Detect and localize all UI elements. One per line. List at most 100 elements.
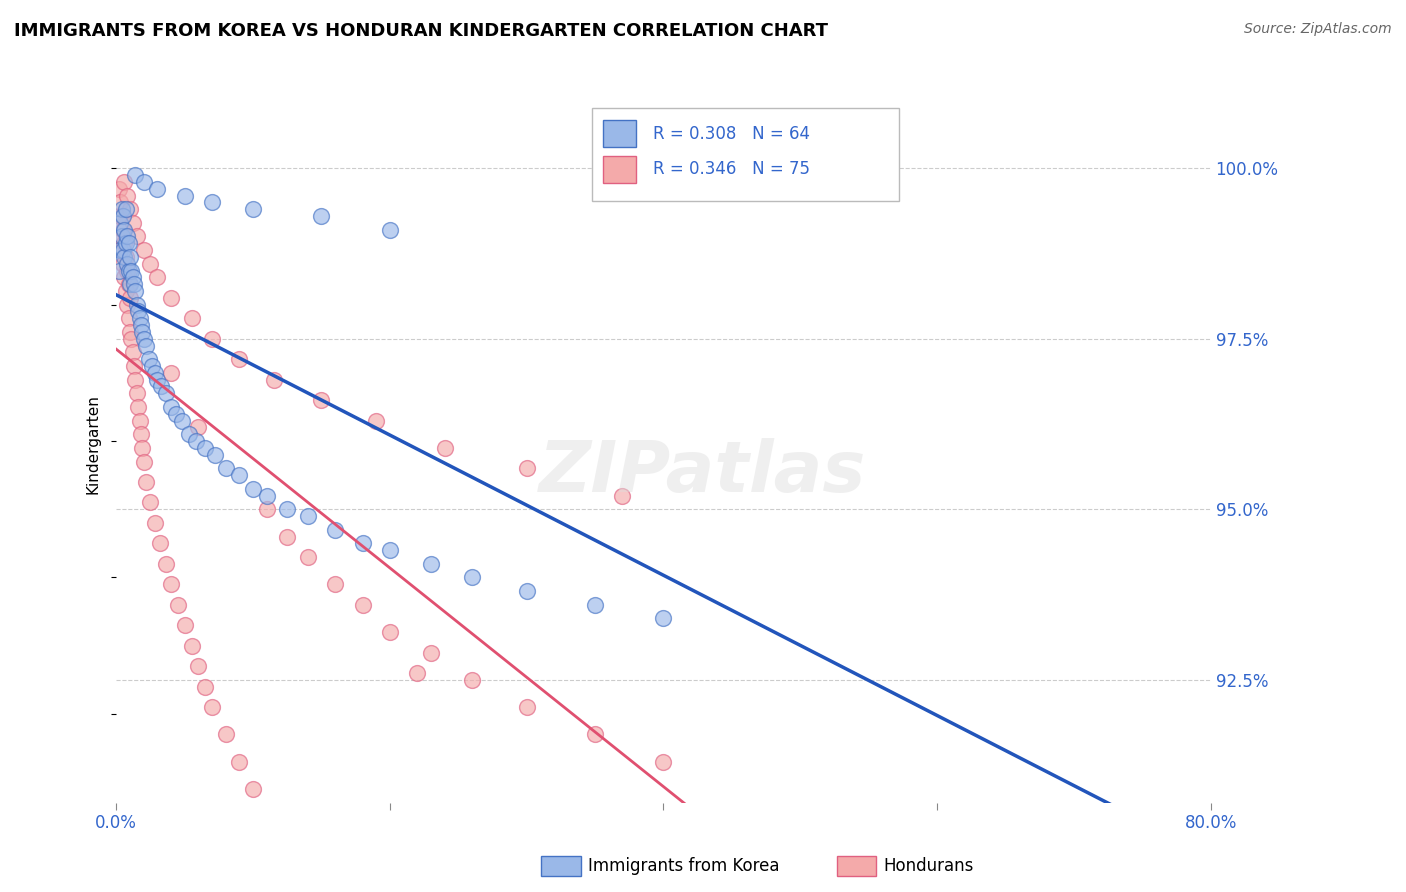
Text: Hondurans: Hondurans (883, 857, 973, 875)
Point (297, 549, 319, 564)
Point (721, 168, 744, 182)
Point (461, 673, 484, 687)
Point (115, 298, 138, 312)
Point (120, 332, 142, 346)
Point (297, 509, 319, 524)
Point (115, 202, 138, 216)
Point (228, 352, 250, 367)
Point (228, 755, 250, 769)
Point (115, 257, 138, 271)
Point (146, 270, 169, 285)
Point (194, 441, 217, 455)
Point (378, 222, 401, 236)
Point (378, 625, 401, 640)
Point (112, 243, 135, 257)
Point (125, 298, 148, 312)
Point (114, 236, 136, 251)
Point (114, 270, 136, 285)
Y-axis label: Kindergarten: Kindergarten (86, 394, 100, 494)
Point (263, 373, 285, 387)
Point (135, 475, 157, 489)
Point (132, 175, 155, 189)
Point (242, 781, 264, 796)
Point (150, 379, 173, 393)
Point (120, 263, 142, 277)
Point (117, 263, 139, 277)
Point (129, 318, 152, 332)
Point (114, 175, 136, 189)
Point (149, 536, 172, 550)
Point (166, 407, 188, 421)
Point (173, 618, 195, 632)
Point (204, 448, 226, 462)
Point (155, 557, 177, 571)
Text: Source: ZipAtlas.com: Source: ZipAtlas.com (1244, 22, 1392, 37)
Point (132, 332, 155, 346)
Point (108, 182, 131, 196)
Point (583, 598, 606, 612)
Bar (603, 156, 636, 183)
Point (111, 202, 134, 216)
Point (201, 332, 224, 346)
Point (124, 373, 146, 387)
Point (115, 188, 138, 202)
Point (173, 188, 195, 202)
Point (122, 359, 145, 373)
Point (366, 414, 388, 428)
FancyBboxPatch shape (592, 108, 898, 201)
Point (184, 434, 207, 448)
Point (612, 489, 634, 503)
Point (378, 543, 401, 558)
Point (121, 270, 143, 285)
Point (124, 284, 146, 298)
Point (146, 182, 169, 196)
Point (160, 291, 183, 305)
Point (180, 311, 202, 326)
Point (352, 536, 374, 550)
Point (276, 530, 298, 544)
Point (135, 338, 157, 352)
Point (108, 263, 131, 277)
Point (110, 216, 132, 230)
Point (114, 222, 136, 236)
Point (129, 427, 152, 442)
Point (118, 325, 141, 339)
Point (111, 229, 134, 244)
Point (177, 427, 200, 442)
Point (122, 277, 145, 292)
Point (115, 284, 138, 298)
Point (516, 584, 538, 599)
Point (127, 304, 149, 318)
Point (419, 557, 441, 571)
Point (160, 577, 183, 591)
Point (160, 400, 183, 414)
Point (125, 229, 148, 244)
Point (215, 461, 238, 475)
Point (118, 250, 141, 264)
Point (131, 441, 153, 455)
Text: R = 0.346   N = 75: R = 0.346 N = 75 (652, 161, 810, 178)
Point (128, 311, 150, 326)
Point (115, 229, 138, 244)
Point (127, 400, 149, 414)
Point (111, 243, 134, 257)
Point (143, 366, 166, 380)
Point (652, 611, 675, 625)
Point (132, 454, 155, 468)
Point (516, 461, 538, 475)
Point (323, 523, 346, 537)
Point (124, 168, 146, 182)
Point (461, 570, 484, 584)
Point (155, 386, 177, 401)
Point (110, 229, 132, 244)
Point (242, 482, 264, 496)
Point (138, 352, 160, 367)
Point (228, 468, 250, 483)
Point (115, 236, 138, 251)
Text: ZIPatlas: ZIPatlas (540, 438, 866, 508)
Point (131, 325, 153, 339)
Point (108, 209, 131, 223)
Point (170, 414, 193, 428)
Point (583, 727, 606, 741)
Point (146, 373, 169, 387)
